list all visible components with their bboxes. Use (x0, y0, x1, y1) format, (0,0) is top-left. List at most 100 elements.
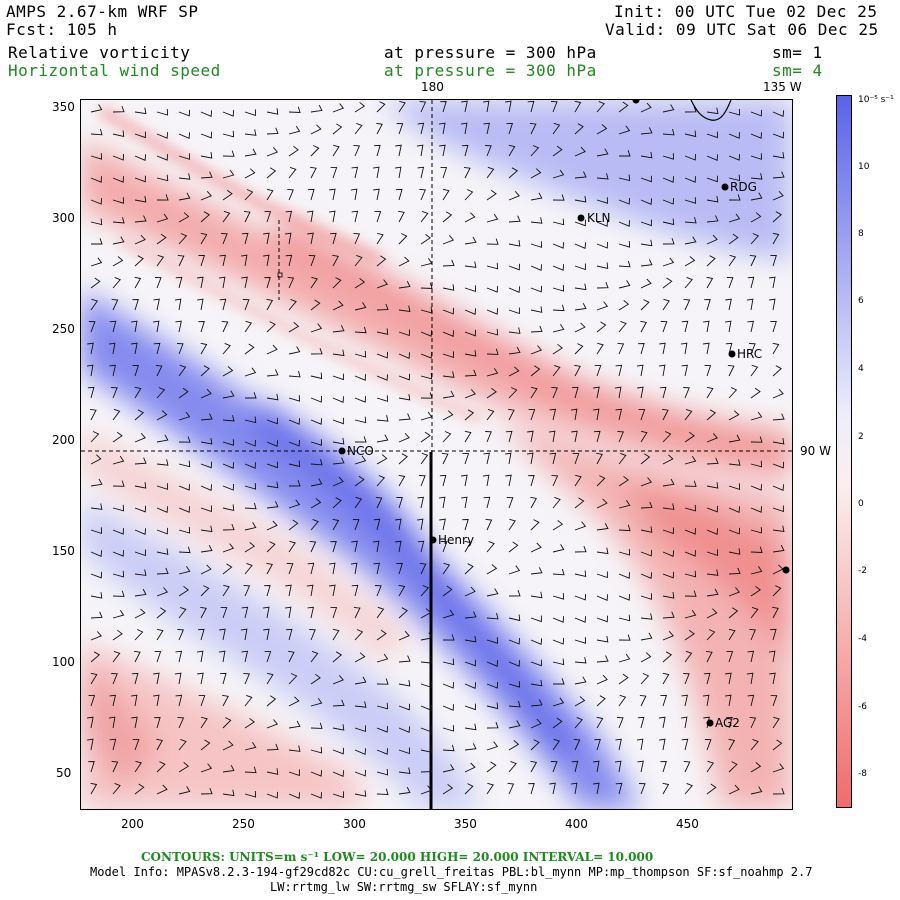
wind-barb (244, 502, 257, 510)
model-title: AMPS 2.67-km WRF SP (6, 2, 199, 21)
wind-barb (618, 614, 631, 622)
wind-barb (156, 213, 169, 223)
wind-barb (506, 497, 514, 509)
wind-barb (640, 593, 652, 600)
wind-barb (684, 528, 696, 535)
wind-barb (398, 786, 411, 795)
wind-barb (222, 130, 235, 138)
wind-barb (200, 585, 210, 597)
wind-barb (683, 298, 691, 311)
wind-barb (109, 694, 116, 707)
wind-barb (486, 367, 499, 377)
wind-barb (747, 694, 755, 707)
colorbar-unit: 10⁻⁵ s⁻¹ (858, 95, 894, 105)
wind-barb (505, 100, 512, 113)
wind-barb (530, 325, 543, 333)
x-tick-label: 250 (232, 817, 255, 831)
wind-barb (460, 122, 468, 135)
wind-barb (486, 189, 497, 201)
wind-barb (637, 760, 644, 773)
wind-barb (508, 565, 521, 575)
wind-barb (464, 261, 477, 268)
wind-barb (350, 562, 358, 575)
wind-barb (772, 131, 784, 139)
wind-barb (618, 101, 629, 113)
wind-barb (177, 716, 185, 729)
wind-barb (112, 550, 124, 557)
wind-barb (132, 739, 140, 751)
wind-barb (308, 255, 316, 267)
wind-barb (442, 634, 455, 641)
wind-barb (376, 702, 389, 710)
wind-barb (178, 460, 191, 468)
wind-barb (112, 590, 125, 597)
wind-barb (222, 439, 234, 446)
wind-barb (728, 254, 737, 267)
field1-level: at pressure = 300 hPa (384, 43, 597, 62)
wind-barb (548, 430, 556, 443)
wind-barb (750, 786, 763, 795)
wind-barb (376, 255, 387, 267)
wind-barb (266, 695, 277, 707)
wind-barb (594, 739, 601, 751)
wind-barb (574, 716, 583, 729)
wind-barb (618, 475, 629, 487)
wind-barb (398, 100, 406, 113)
wind-barb (310, 697, 323, 707)
wind-barb (396, 563, 403, 575)
wind-barb (728, 233, 739, 245)
wind-barb (200, 544, 213, 553)
wind-barb (684, 590, 697, 597)
wind-barb (618, 220, 630, 227)
wind-barb (750, 153, 762, 160)
wind-barb (438, 496, 446, 509)
wind-barb (310, 439, 322, 446)
wind-barb (90, 478, 103, 487)
wind-barb (530, 306, 543, 313)
wind-barb (638, 783, 646, 795)
wind-barb (90, 651, 101, 663)
wind-barb (574, 171, 587, 179)
wind-barb (398, 280, 411, 289)
wind-barb (552, 496, 561, 509)
wind-barb (574, 123, 584, 135)
wind-barb (596, 674, 608, 685)
wind-barb (90, 782, 98, 795)
wind-barb (111, 298, 119, 311)
wind-barb (442, 188, 450, 201)
wind-barb (266, 147, 279, 157)
wind-barb (662, 651, 673, 663)
wind-barb (442, 609, 455, 619)
wind-barb (508, 240, 521, 247)
wind-barb (200, 152, 213, 159)
wind-barb (420, 704, 432, 711)
wind-barb (618, 280, 631, 289)
wind-barb (552, 697, 565, 707)
wind-barb (485, 431, 492, 443)
wind-barb (244, 189, 254, 201)
wind-barb (640, 613, 653, 620)
wind-barb (354, 455, 367, 465)
wind-barb (310, 418, 322, 425)
wind-barb (108, 342, 116, 355)
wind-barb (551, 474, 559, 487)
wind-barb (530, 217, 543, 224)
colorbar-label: 6 (858, 296, 864, 306)
wind-barb (178, 212, 190, 223)
wind-barb (706, 457, 719, 465)
wind-barb (769, 276, 776, 289)
wind-barb (156, 132, 168, 139)
wind-barb (684, 256, 696, 267)
field2-name: Horizontal wind speed (8, 61, 221, 80)
wind-barb (376, 279, 389, 289)
wind-barb (310, 722, 323, 729)
wind-barb (330, 232, 337, 245)
wind-barb (530, 739, 540, 751)
wind-barb (200, 525, 213, 533)
wind-barb (772, 716, 780, 729)
wind-barb (332, 349, 345, 357)
wind-barb (486, 408, 495, 421)
wind-barb (266, 719, 279, 729)
wind-barb (618, 241, 631, 248)
wind-barb (90, 197, 102, 205)
